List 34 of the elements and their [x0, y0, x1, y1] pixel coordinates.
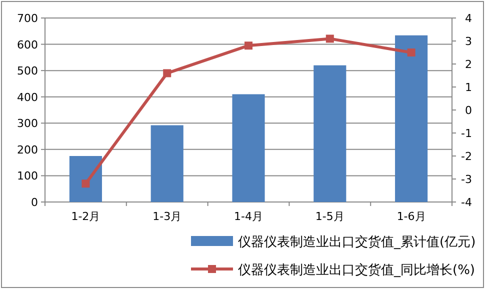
point [163, 69, 172, 78]
y2-tick-label: 2 [465, 58, 472, 71]
legend-label: 仪器仪表制造业出口交货值_同比增长(%) [238, 262, 475, 278]
y-tick-label: 500 [17, 64, 38, 78]
point [326, 34, 334, 43]
y2-tick-label: -2 [461, 150, 472, 163]
y2-tick-label: 3 [465, 35, 472, 48]
x-tick-label: 1-4月 [234, 210, 263, 223]
point [244, 42, 252, 50]
y2-tick-label: -1 [461, 127, 472, 140]
y2-tick-label: 0 [465, 104, 472, 117]
point [82, 180, 90, 188]
y-tick-label: 300 [17, 117, 38, 130]
y2-tick-label: -4 [461, 196, 472, 209]
y-tick-label: 100 [17, 170, 38, 183]
y2-tick-label: -3 [461, 173, 472, 186]
y2-tick-label: 1 [465, 81, 472, 94]
y-tick-label: 700 [17, 12, 38, 25]
bar [395, 35, 428, 202]
legend-label: 仪器仪表制造业出口交货值_累计值(亿元) [238, 234, 476, 250]
x-tick-label: 1-5月 [315, 210, 344, 223]
bar [150, 125, 184, 202]
y-tick-label: 200 [17, 143, 38, 156]
y-tick-label: 0 [31, 196, 38, 209]
bar [232, 94, 265, 202]
bar [314, 65, 346, 202]
bar [69, 156, 102, 202]
x-tick-label: 1-2月 [71, 210, 100, 223]
point [407, 48, 416, 56]
x-tick-label: 1-3月 [152, 210, 182, 223]
y2-tick-label: 4 [465, 12, 472, 25]
y-tick-label: 600 [17, 38, 38, 52]
y-tick-label: 400 [17, 90, 38, 104]
x-tick-label: 1-6月 [396, 210, 426, 223]
